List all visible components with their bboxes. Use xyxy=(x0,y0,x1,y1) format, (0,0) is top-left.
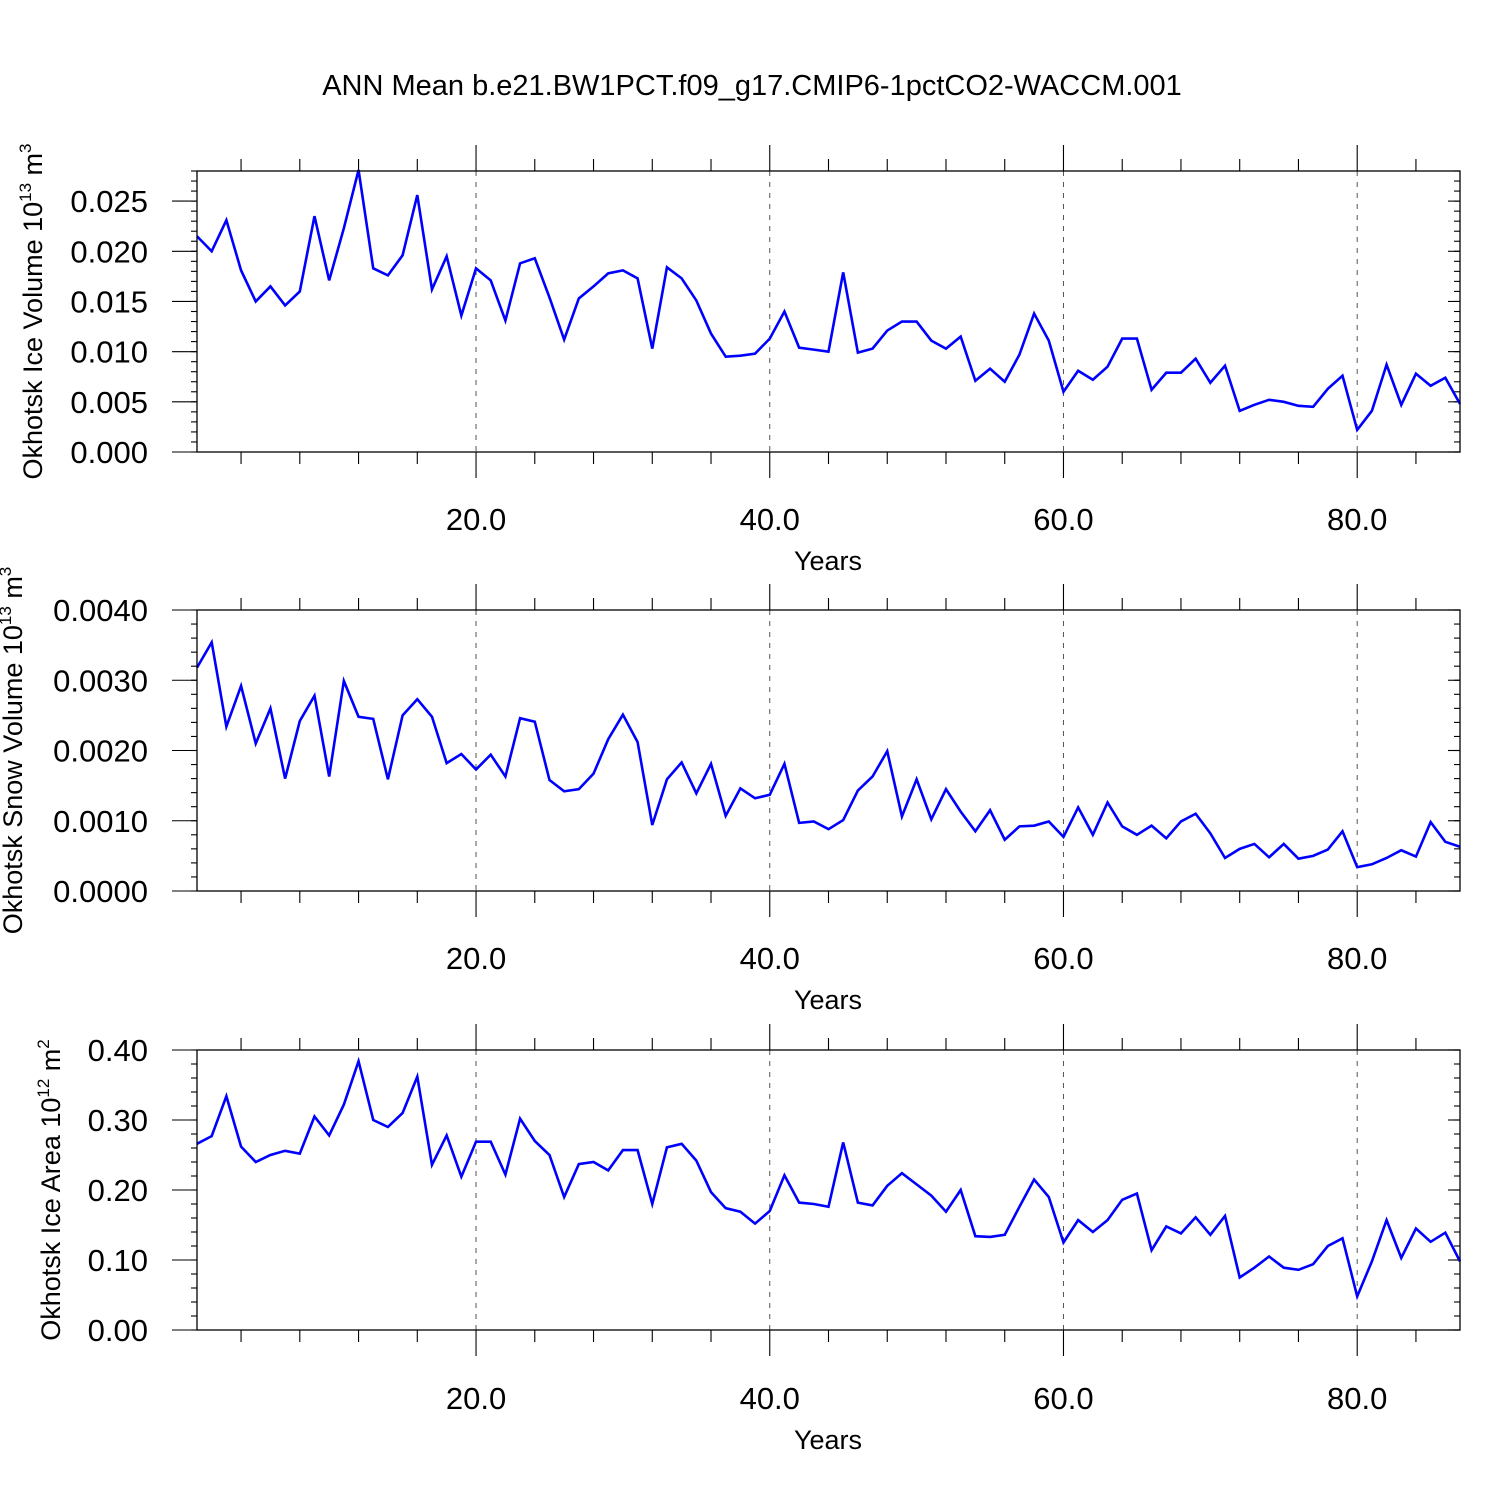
x-tick-label: 20.0 xyxy=(446,1381,506,1416)
x-axis-label: Years xyxy=(794,1425,862,1455)
x-tick-label: 80.0 xyxy=(1327,941,1387,976)
chart-title: ANN Mean b.e21.BW1PCT.f09_g17.CMIP6-1pct… xyxy=(322,70,1182,102)
x-tick-label: 40.0 xyxy=(740,1381,800,1416)
y-tick-label: 0.0040 xyxy=(53,593,148,628)
y-axis-label: Okhotsk Ice Volume 1013 m3 xyxy=(16,143,48,479)
y-tick-label: 0.010 xyxy=(70,335,148,370)
x-tick-label: 40.0 xyxy=(740,941,800,976)
x-tick-label: 60.0 xyxy=(1033,1381,1093,1416)
panel-2: 0.0000 0.0010 0.0020 0.0030 0.0040 20.0 40.0 60… xyxy=(0,567,1461,1015)
x-tick-label: 60.0 xyxy=(1033,941,1093,976)
panel-1: 0.000 0.005 0.010 0.015 0.020 0.025 20.0 40.0 60… xyxy=(16,143,1462,576)
y-tick-label: 0.10 xyxy=(88,1243,148,1278)
y-tick-label: 0.000 xyxy=(70,435,148,470)
x-tick-label: 20.0 xyxy=(446,941,506,976)
x-tick-label: 20.0 xyxy=(446,502,506,537)
series-line xyxy=(196,169,1462,433)
series-line xyxy=(196,1056,1462,1301)
y-tick-label: 0.0020 xyxy=(53,734,148,769)
y-axis-label: Okhotsk Snow Volume 1013 m3 xyxy=(0,567,28,935)
x-tick-label: 80.0 xyxy=(1327,1381,1387,1416)
y-tick-label: 0.40 xyxy=(88,1033,148,1068)
x-tick-label: 60.0 xyxy=(1033,502,1093,537)
x-axis-label: Years xyxy=(794,985,862,1015)
y-tick-label: 0.025 xyxy=(70,184,148,219)
series-line xyxy=(195,638,1461,869)
y-tick-label: 0.005 xyxy=(70,385,148,420)
y-tick-label: 0.0000 xyxy=(53,874,148,909)
y-tick-label: 0.0010 xyxy=(53,804,148,839)
y-tick-label: 0.020 xyxy=(70,234,148,269)
y-tick-label: 0.00 xyxy=(88,1313,148,1348)
y-tick-label: 0.30 xyxy=(88,1103,148,1138)
plot-frame xyxy=(196,1049,1461,1331)
plot-frame xyxy=(196,170,1461,453)
panel-3: 0.00 0.10 0.20 0.30 0.40 20.0 40.0 60.0 80.0 Year… xyxy=(34,1024,1462,1455)
y-tick-label: 0.0030 xyxy=(53,663,148,698)
plot-frame xyxy=(196,609,1461,892)
y-tick-label: 0.20 xyxy=(88,1173,148,1208)
x-axis-label: Years xyxy=(794,546,862,576)
x-tick-label: 40.0 xyxy=(740,502,800,537)
y-axis-label: Okhotsk Ice Area 1012 m2 xyxy=(34,1039,66,1341)
y-tick-label: 0.015 xyxy=(70,284,148,319)
x-tick-label: 80.0 xyxy=(1327,502,1387,537)
